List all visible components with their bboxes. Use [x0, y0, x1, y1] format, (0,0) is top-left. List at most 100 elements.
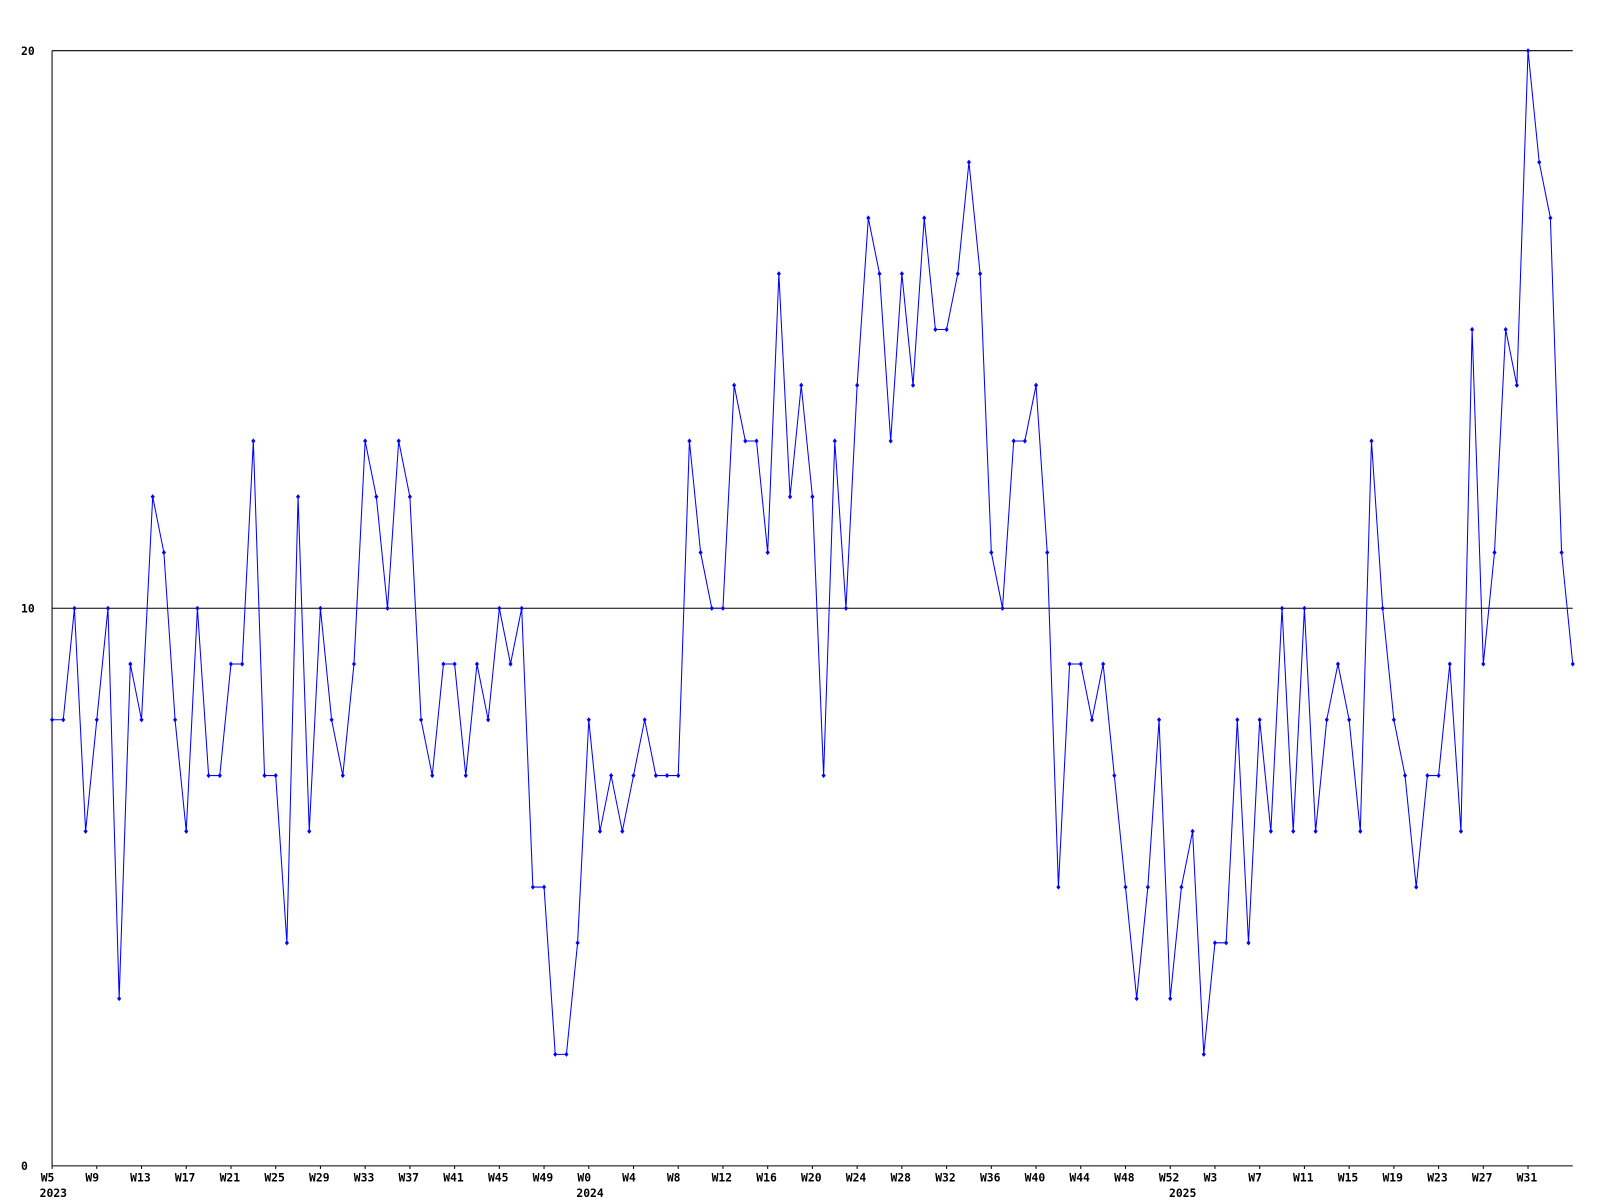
point-marker	[351, 661, 357, 667]
x-tick-label: W36	[980, 1170, 1001, 1184]
point-marker	[1268, 828, 1273, 834]
point-marker	[497, 605, 502, 611]
point-marker	[609, 772, 614, 779]
point-marker	[966, 159, 972, 165]
point-marker	[720, 605, 726, 611]
x-tick-label: W17	[175, 1170, 196, 1184]
point-marker	[128, 661, 133, 667]
point-marker	[486, 717, 491, 723]
point-marker	[1168, 996, 1173, 1002]
point-marker	[172, 717, 178, 723]
point-marker	[944, 326, 949, 333]
x-tick-label: W15	[1338, 1170, 1359, 1184]
point-marker	[732, 382, 737, 388]
point-marker	[910, 382, 916, 388]
x-tick-label: W5	[41, 1170, 55, 1184]
point-marker	[1134, 996, 1139, 1002]
point-marker	[1291, 828, 1296, 834]
point-marker	[474, 661, 480, 667]
point-marker	[1414, 884, 1419, 890]
point-marker	[575, 940, 580, 946]
point-marker	[1022, 438, 1027, 444]
x-tick-label: W27	[1472, 1170, 1493, 1184]
point-marker	[184, 828, 189, 834]
series-line	[52, 50, 1574, 1055]
point-marker	[743, 438, 748, 444]
point-marker	[1358, 828, 1363, 834]
x-tick-label: W24	[846, 1170, 867, 1184]
point-marker	[676, 772, 681, 779]
point-marker	[1525, 48, 1531, 54]
x-tick-label: W40	[1025, 1170, 1046, 1184]
point-marker	[273, 772, 278, 779]
point-marker	[1302, 605, 1307, 611]
point-marker	[1179, 884, 1184, 890]
point-marker	[72, 605, 77, 611]
point-marker	[1000, 605, 1005, 611]
point-marker	[922, 215, 927, 221]
point-marker	[1056, 884, 1061, 890]
point-marker	[754, 438, 759, 444]
point-marker	[161, 549, 166, 556]
point-marker	[1425, 772, 1430, 779]
x-tick-label: W19	[1382, 1170, 1403, 1184]
point-marker	[1324, 717, 1329, 723]
x-tick-label: W11	[1293, 1170, 1314, 1184]
point-marker	[1201, 1051, 1206, 1057]
point-marker	[1335, 661, 1341, 667]
point-marker	[530, 884, 535, 890]
x-tick-label: W3	[1204, 1170, 1218, 1184]
point-marker	[1514, 382, 1519, 388]
point-marker	[519, 605, 524, 611]
x-tick-label: W41	[443, 1170, 464, 1184]
y-tick-label: 0	[21, 1159, 28, 1173]
point-marker	[50, 717, 55, 723]
point-marker	[620, 828, 625, 834]
x-tick-label: W25	[264, 1170, 285, 1184]
x-tick-label: W44	[1069, 1170, 1090, 1184]
x-year-label: 2023	[40, 1186, 68, 1200]
point-marker	[452, 661, 457, 667]
point-marker	[933, 326, 938, 333]
x-tick-label: W0	[577, 1170, 591, 1184]
point-marker	[1279, 605, 1285, 611]
x-tick-label: W31	[1517, 1170, 1538, 1184]
point-marker	[295, 494, 301, 500]
point-marker	[888, 438, 893, 444]
point-marker	[418, 717, 424, 723]
point-marker	[776, 271, 781, 277]
point-marker	[217, 772, 222, 779]
x-tick-label: W8	[667, 1170, 681, 1184]
point-marker	[396, 438, 401, 444]
x-tick-label: W21	[220, 1170, 241, 1184]
point-marker	[877, 271, 882, 277]
x-tick-label: W9	[85, 1170, 99, 1184]
point-marker	[1436, 772, 1441, 779]
x-tick-label: W16	[756, 1170, 777, 1184]
point-marker	[832, 438, 837, 444]
point-marker	[1123, 884, 1128, 890]
point-marker	[821, 772, 826, 779]
x-tick-label: W29	[309, 1170, 330, 1184]
x-tick-label: W12	[712, 1170, 733, 1184]
point-marker	[1045, 549, 1050, 556]
x-year-label: 2024	[576, 1186, 604, 1200]
point-marker	[329, 717, 334, 723]
point-marker	[1101, 661, 1106, 667]
point-marker	[139, 717, 144, 723]
point-marker	[284, 940, 289, 946]
point-marker	[228, 661, 234, 667]
point-marker	[1224, 940, 1229, 946]
point-marker	[855, 382, 860, 388]
x-tick-label: W7	[1248, 1170, 1262, 1184]
point-marker	[1391, 717, 1396, 723]
point-marker	[1235, 717, 1240, 723]
point-marker	[1033, 382, 1039, 388]
point-marker	[1156, 717, 1162, 723]
x-tick-label: W28	[890, 1170, 911, 1184]
point-marker	[843, 605, 849, 611]
point-marker	[61, 717, 66, 723]
